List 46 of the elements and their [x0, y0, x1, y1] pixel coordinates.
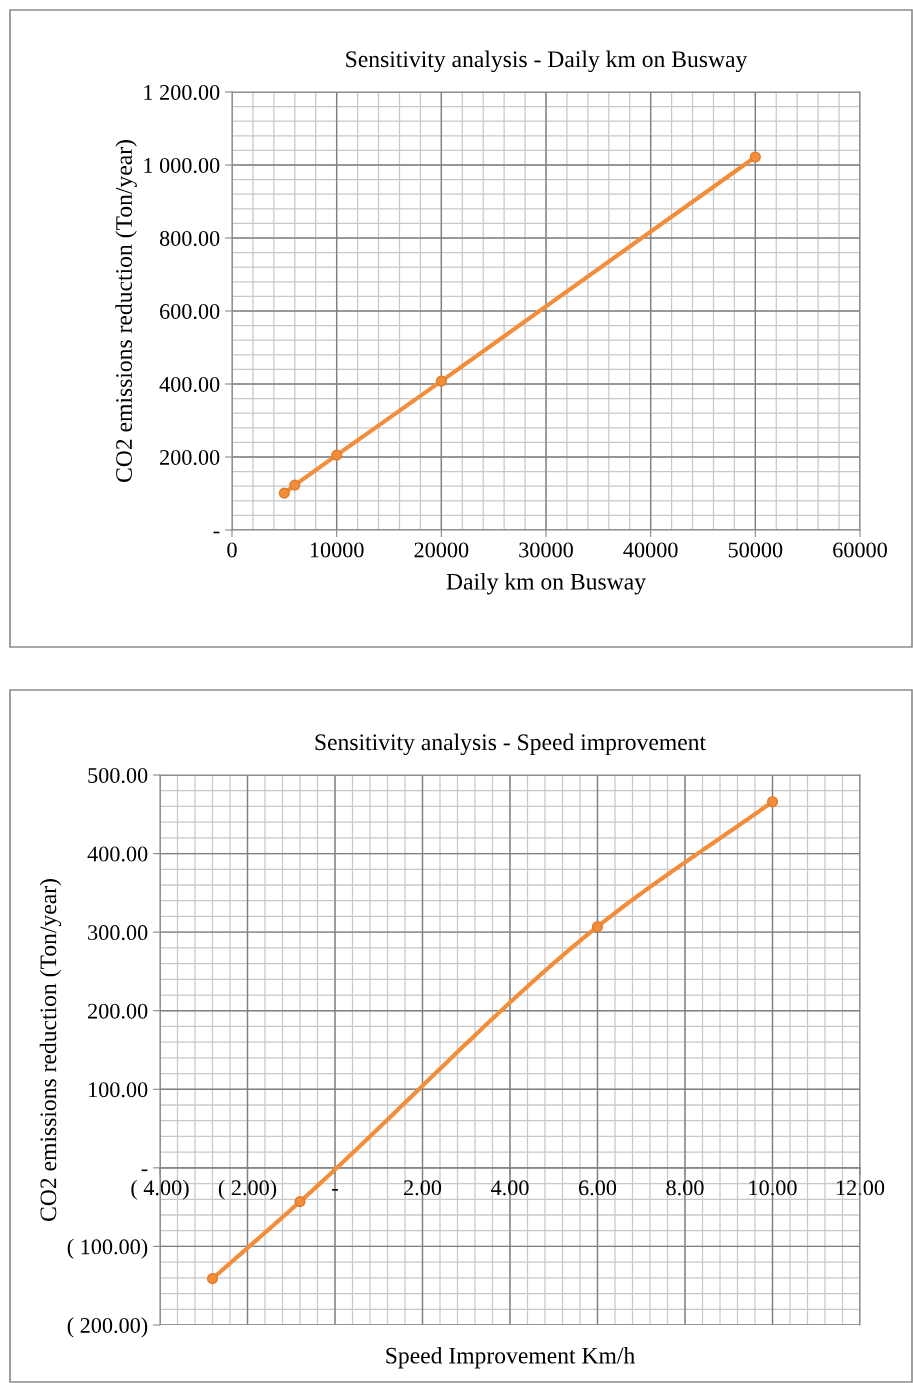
y-tick-label: 200.00 [160, 449, 220, 466]
point [749, 151, 761, 163]
y-tick-label: 1 200.00 [144, 84, 220, 101]
x-tick-label: 60000 [833, 542, 887, 558]
y-tick-label: 100.00 [89, 1082, 148, 1098]
x-tick-label: 20000 [414, 542, 469, 558]
point [766, 796, 779, 808]
point [206, 1273, 219, 1285]
y-tick-label: 800.00 [159, 230, 220, 247]
x-axis-title: Daily km on Busway [446, 573, 646, 595]
y-tick-label: 1 000.00 [144, 157, 220, 174]
x-tick-label: 4.00 [490, 1180, 529, 1196]
x-tick-label: 10.00 [749, 1180, 797, 1196]
x-tick-label: 0 [227, 542, 237, 558]
x-axis-title: Speed Improvement Km/h [386, 1347, 635, 1369]
y-axis-title: CO2 emissions reduction (Ton/year) [39, 879, 62, 1221]
x-tick-label: 10000 [310, 542, 364, 558]
y-axis-title: CO2 emissions reduction (Ton/year) [115, 140, 137, 482]
y-tick-label: - [141, 1169, 148, 1172]
y-tick-label: 400.00 [159, 376, 220, 393]
x-tick-label: 12.00 [836, 1180, 885, 1196]
point [289, 479, 301, 491]
y-tick-label: 200.00 [88, 1003, 148, 1019]
point [294, 1196, 306, 1208]
chart-title: Sensitivity analysis - Speed improvement [315, 733, 706, 756]
x-tick-label: ( 4.00) [131, 1179, 189, 1200]
y-tick-label: 600.00 [160, 303, 220, 320]
point [591, 921, 604, 933]
y-tick-label: ( 200.00) [67, 1317, 148, 1338]
x-tick-label: 2.00 [404, 1180, 442, 1196]
y-tick-label: 500.00 [88, 767, 148, 784]
x-tick-label: 40000 [623, 542, 678, 558]
x-tick-label: 30000 [519, 542, 573, 558]
x-tick-label: 6.00 [579, 1180, 617, 1196]
y-tick-label: - [213, 531, 220, 534]
x-tick-label: - [332, 1189, 338, 1191]
x-tick-label: ( 2.00) [218, 1179, 277, 1200]
x-tick-label: 50000 [728, 542, 783, 558]
y-tick-label: 400.00 [87, 846, 148, 862]
chart-title: Sensitivity analysis - Daily km on Busway [346, 50, 748, 73]
point [278, 487, 290, 499]
point [331, 449, 343, 461]
point [435, 375, 447, 387]
y-tick-label: 300.00 [88, 925, 148, 941]
y-tick-label: ( 100.00) [67, 1238, 148, 1259]
x-tick-label: 8.00 [666, 1180, 704, 1196]
